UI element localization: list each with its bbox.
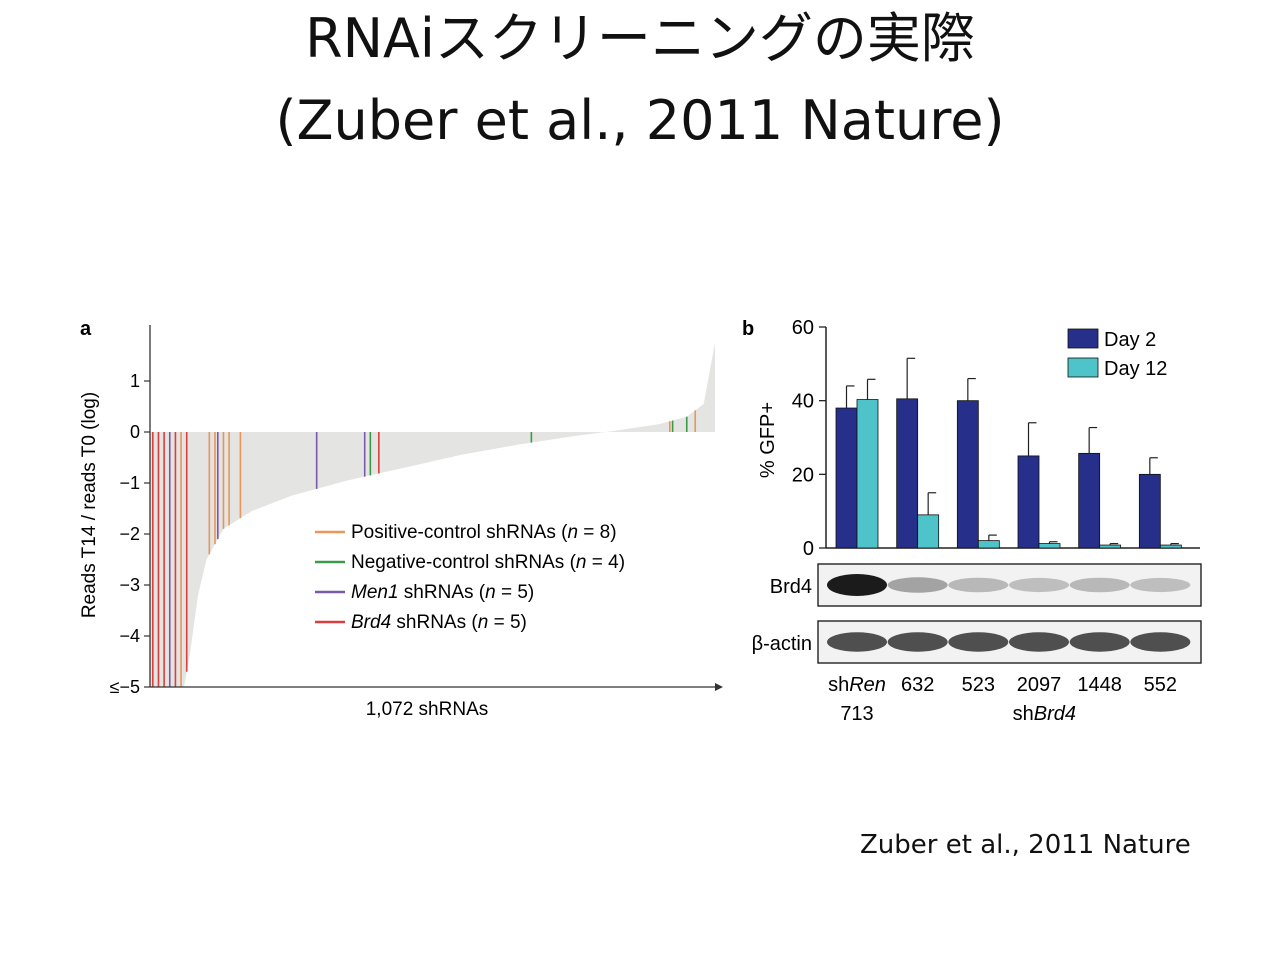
group-label-shbrd4: shBrd4: [1013, 703, 1076, 725]
panel-b-ytick-label: 0: [803, 538, 814, 560]
panel-a-ytick-label: −1: [119, 473, 140, 493]
slide-subtitle: (Zuber et al., 2011 Nature): [275, 89, 1005, 152]
category-label: 2097: [1017, 674, 1062, 696]
panel-a-ytick-label: 0: [130, 422, 140, 442]
panel-a-ytick-label: 1: [130, 371, 140, 391]
category-label: 1448: [1077, 674, 1122, 696]
bar-day-12: [977, 540, 1000, 549]
panel-a-ytick-label: ≤−5: [110, 677, 140, 697]
blot-band: [887, 577, 948, 593]
citation: Zuber et al., 2011 Nature: [860, 830, 1191, 860]
panel-a-ytick-label: −3: [119, 575, 140, 595]
blot-band: [1130, 632, 1191, 652]
bar-day-2: [1017, 455, 1040, 549]
panel-b-ytick-label: 20: [792, 464, 814, 486]
blot-band: [1009, 577, 1069, 593]
category-label: 632: [901, 674, 934, 696]
bar-day-2: [896, 398, 919, 549]
panel-a-label: a: [80, 318, 92, 340]
sorted-shrna-area: [150, 342, 715, 687]
blot-label-beta-actin: β-actin: [752, 633, 812, 655]
bar-day-12: [1099, 544, 1122, 549]
blot-band: [1069, 632, 1130, 652]
legend-label-day-12: Day 12: [1104, 358, 1167, 380]
blot-band: [948, 632, 1009, 652]
bar-day-2: [1078, 452, 1101, 549]
blot-band: [1009, 632, 1069, 652]
panel-a-xlabel: 1,072 shRNAs: [366, 699, 489, 720]
blot-band: [1069, 577, 1130, 593]
panel-b-chart: b % GFP+ 0 20 40 60 Day 2 Day 12 Brd4 β-actin…: [742, 317, 1202, 725]
panel-b-ytick-label: 40: [792, 391, 814, 413]
legend-swatch-day-2: [1067, 328, 1099, 349]
bar-day-2: [1138, 473, 1161, 549]
panel-a-x-arrow: [715, 683, 723, 691]
blot-label-brd4: Brd4: [770, 576, 812, 598]
legend-label-men1: Men1 shRNAs (n = 5): [351, 582, 534, 603]
panel-b-ylabel: % GFP+: [757, 402, 779, 478]
blot-band: [827, 632, 887, 652]
panel-a-ylabel: Reads T14 / reads T0 (log): [79, 392, 100, 618]
blot-band: [827, 574, 887, 596]
category-label: 523: [962, 674, 995, 696]
legend-label-day-2: Day 2: [1104, 329, 1156, 351]
blot-band: [948, 577, 1009, 593]
legend-swatch-day-12: [1067, 357, 1099, 378]
blot-band: [1130, 577, 1191, 593]
slide-title: RNAiスクリーニングの実際: [305, 7, 975, 70]
blot-band: [887, 632, 948, 652]
panel-a-ytick-label: −4: [119, 626, 140, 646]
category-label: 552: [1144, 674, 1177, 696]
legend-label-brd4: Brd4 shRNAs (n = 5): [351, 612, 527, 633]
panel-b-label: b: [742, 318, 754, 340]
bar-day-12: [917, 514, 940, 549]
bar-day-12: [1159, 544, 1182, 549]
panel-a-chart: a Reads T14 / reads T0 (log) 1 0 −1 −2 −3 −4 ≤…: [79, 318, 723, 720]
bar-day-12: [856, 399, 879, 549]
category-label-line2: 713: [840, 703, 873, 725]
legend-label-negative: Negative-control shRNAs (n = 4): [351, 552, 625, 573]
category-label: shRen: [828, 674, 886, 696]
bar-day-12: [1038, 543, 1061, 549]
bar-day-2: [956, 400, 979, 549]
panel-a-ytick-label: −2: [119, 524, 140, 544]
bar-day-2: [835, 407, 858, 549]
legend-label-positive: Positive-control shRNAs (n = 8): [351, 522, 617, 543]
panel-b-ytick-label: 60: [792, 317, 814, 339]
